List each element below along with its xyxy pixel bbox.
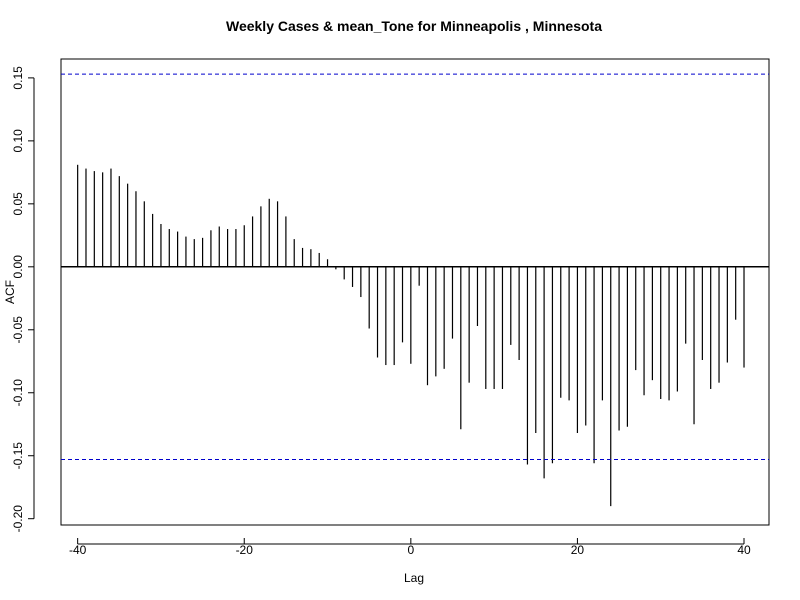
y-tick-label: 0.15 — [11, 66, 25, 90]
x-axis: -40 -20 0 20 40 — [69, 538, 751, 557]
y-tick-label: -0.20 — [11, 505, 25, 533]
y-tick-label: -0.05 — [11, 316, 25, 344]
x-tick-label: -40 — [69, 543, 87, 557]
x-tick-label: 20 — [571, 543, 585, 557]
y-tick-label: -0.15 — [11, 442, 25, 470]
x-tick-label: 0 — [407, 543, 414, 557]
plot-frame — [60, 58, 770, 526]
x-tick-label: -20 — [236, 543, 254, 557]
y-tick-label: 0.00 — [11, 255, 25, 279]
chart-title: Weekly Cases & mean_Tone for Minneapolis… — [226, 18, 602, 34]
x-tick-label: 40 — [737, 543, 751, 557]
y-axis: -0.20 -0.15 -0.10 -0.05 0.00 0.05 0.10 0.15 — [11, 66, 35, 533]
y-tick-label: 0.05 — [11, 192, 25, 216]
acf-bars — [77, 164, 745, 507]
y-tick-label: 0.10 — [11, 129, 25, 153]
y-axis-label: ACF — [3, 280, 17, 304]
y-tick-label: -0.10 — [11, 379, 25, 407]
x-axis-label: Lag — [404, 571, 424, 585]
